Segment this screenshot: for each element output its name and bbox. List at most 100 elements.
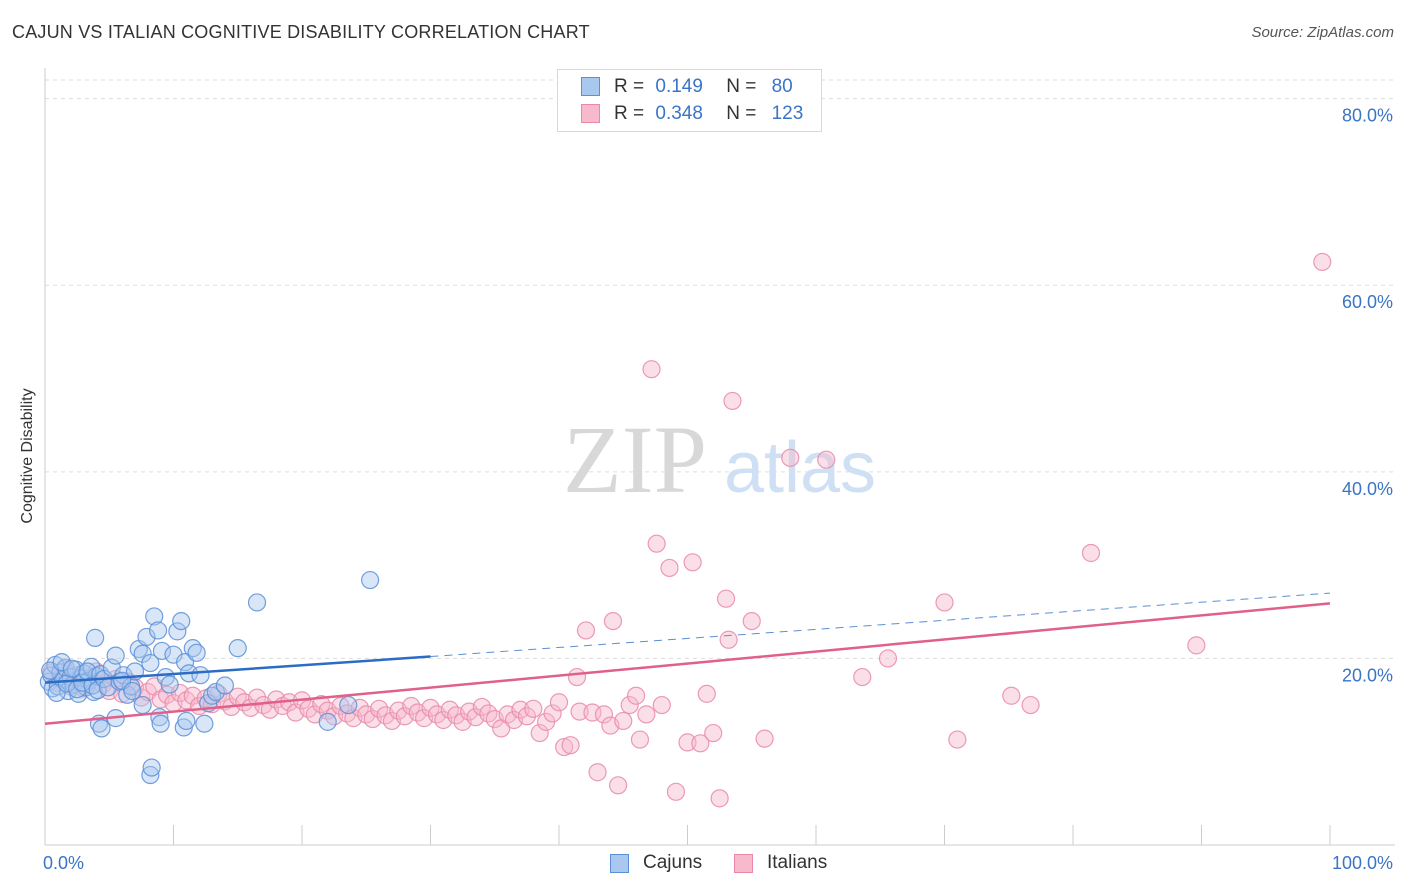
cajun-point-43 (141, 653, 160, 673)
italian-point-117 (948, 730, 967, 749)
cajun-point-76 (339, 695, 358, 715)
cajun-point-51 (172, 611, 191, 631)
italian-swatch (581, 104, 600, 123)
cajun-point-79 (123, 681, 142, 701)
italian-point-100 (666, 782, 686, 801)
y-tick-label-0: 20.0% (1342, 665, 1393, 685)
italian-point-115 (878, 649, 898, 668)
cajun-point-34 (106, 646, 125, 665)
legend-italian-label: Italians (767, 852, 828, 873)
italian-point-121 (1187, 636, 1206, 655)
italian-point-107 (716, 589, 736, 608)
italian-point-106 (710, 789, 729, 808)
cajun-point-46 (152, 641, 172, 661)
italian-point-76 (530, 723, 549, 743)
italian-point-94 (630, 730, 650, 749)
stats-box: R = 0.149 N = 80 R = 0.348 N = 123 (557, 69, 822, 132)
cajun-point-55 (187, 643, 206, 662)
cajun-point-62 (92, 719, 111, 738)
cajun-r-label: R = (614, 76, 645, 97)
watermark: ZIP atlas (563, 406, 876, 513)
italian-point-99 (660, 558, 679, 578)
italian-point-104 (697, 684, 716, 703)
italian-point-116 (935, 593, 954, 612)
cajun-swatch (581, 77, 600, 96)
italian-point-83 (570, 702, 589, 721)
italian-point-59 (421, 698, 440, 717)
y-tick-label-1: 40.0% (1342, 479, 1393, 499)
cajun-point-75 (318, 712, 337, 731)
italian-r-label: R = (614, 103, 645, 124)
italian-point-98 (652, 695, 671, 715)
chart-source: Source: ZipAtlas.com (1251, 24, 1394, 41)
watermark-atlas: atlas (724, 428, 876, 508)
italian-point-109 (723, 391, 742, 411)
grid-lines (45, 79, 1395, 659)
legend-italian-swatch (734, 854, 753, 873)
italian-n-label: N = (726, 103, 757, 124)
italian-point-108 (719, 630, 738, 649)
italian-point-118 (1002, 686, 1021, 705)
italian-point-32 (247, 688, 267, 707)
italian-points (42, 252, 1332, 808)
italian-point-78 (543, 704, 562, 723)
italian-point-81 (561, 736, 580, 755)
cajun-point-72 (215, 676, 234, 695)
italian-trend-line (44, 602, 1331, 725)
cajun-point-29 (88, 681, 107, 700)
cajun-point-60 (86, 628, 105, 647)
italian-point-90 (609, 776, 628, 795)
italian-point-80 (555, 737, 574, 757)
italian-point-45 (331, 696, 350, 716)
cajun-point-48 (160, 675, 179, 694)
cajun-n-label: N = (726, 76, 757, 97)
x-tick-label-1: 100.0% (1332, 853, 1393, 873)
italian-point-110 (742, 611, 761, 631)
cajun-point-71 (206, 682, 226, 702)
y-tick-label-2: 60.0% (1342, 292, 1393, 312)
italian-point-102 (683, 553, 702, 572)
italian-point-79 (549, 693, 569, 712)
legend-cajun-label: Cajuns (643, 852, 703, 873)
cajun-point-57 (195, 714, 214, 733)
italian-point-103 (691, 734, 710, 753)
cajun-point-65 (141, 765, 160, 785)
cajun-point-77 (361, 570, 380, 590)
cajun-point-21 (47, 683, 66, 703)
y-tick-label-3: 80.0% (1342, 106, 1393, 126)
italian-point-84 (576, 621, 596, 640)
axes (44, 68, 1395, 846)
cajun-point-22 (52, 653, 71, 672)
cajun-point-45 (148, 621, 168, 640)
italian-point-97 (647, 534, 666, 553)
watermark-zip: ZIP (563, 406, 707, 513)
cajun-point-74 (247, 593, 267, 612)
cajun-r-value: 0.149 (655, 76, 703, 97)
cajun-point-26 (73, 673, 92, 692)
italian-point-96 (642, 360, 661, 379)
cajun-point-42 (137, 627, 156, 647)
x-tick-label-0: 0.0% (43, 853, 84, 873)
cajun-point-24 (62, 659, 82, 678)
italian-point-42 (312, 695, 331, 714)
cajun-points (39, 570, 380, 785)
cajun-trend-extension (430, 592, 1331, 658)
chart-title: CAJUN VS ITALIAN COGNITIVE DISABILITY CO… (12, 22, 590, 42)
cajun-point-70 (177, 711, 196, 731)
italian-point-87 (594, 705, 614, 724)
cajun-point-44 (145, 607, 164, 626)
cajun-point-41 (133, 644, 152, 663)
italian-point-105 (704, 723, 723, 743)
italian-point-73 (511, 700, 530, 719)
italian-point-95 (637, 705, 656, 724)
italian-point-82 (567, 667, 587, 687)
italian-point-114 (853, 667, 872, 687)
italian-point-74 (517, 707, 536, 726)
italian-point-111 (755, 729, 774, 748)
italian-point-48 (350, 698, 369, 717)
italian-point-67 (472, 697, 491, 717)
cajun-point-64 (133, 695, 152, 715)
italian-point-86 (588, 763, 607, 782)
tick-labels: 20.0% 40.0% 60.0% 80.0% 0.0% 100.0% (43, 106, 1393, 873)
